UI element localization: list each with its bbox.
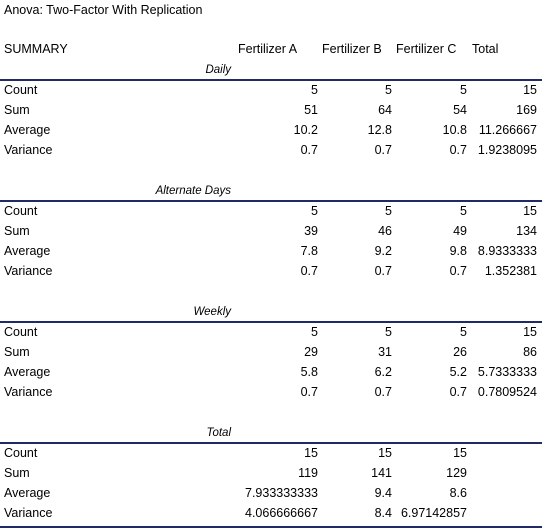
- section-label: Alternate Days: [155, 185, 231, 197]
- cell: 54: [453, 103, 467, 117]
- cell: 15: [523, 83, 537, 97]
- cell: 9.2: [374, 244, 392, 258]
- cell: 0.7: [374, 385, 392, 399]
- cell: 1.352381: [484, 264, 537, 278]
- cell: 10.2: [293, 123, 318, 137]
- cell: 9.4: [374, 486, 392, 500]
- cell: 29: [304, 345, 318, 359]
- row-label: Count: [4, 83, 38, 97]
- cell: 5.2: [449, 365, 467, 379]
- row-label: Average: [4, 244, 51, 258]
- row-label: Average: [4, 486, 51, 500]
- title: Anova: Two-Factor With Replication: [4, 3, 203, 17]
- rule: [0, 526, 542, 528]
- column-header: Fertilizer C: [396, 42, 457, 56]
- rule: [0, 442, 542, 444]
- cell: 64: [378, 103, 392, 117]
- cell: 134: [516, 224, 537, 238]
- row-label: Count: [4, 325, 38, 339]
- cell: 169: [516, 103, 537, 117]
- cell: 11.266667: [478, 123, 537, 137]
- cell: 1.9238095: [477, 143, 537, 157]
- cell: 12.8: [367, 123, 392, 137]
- cell: 129: [446, 466, 467, 480]
- cell: 31: [378, 345, 392, 359]
- cell: 6.97142857: [400, 506, 467, 520]
- rule: [0, 79, 542, 81]
- cell: 39: [304, 224, 318, 238]
- cell: 9.8: [449, 244, 467, 258]
- cell: 0.7: [300, 264, 318, 278]
- cell: 5: [311, 83, 318, 97]
- cell: 49: [453, 224, 467, 238]
- row-label: Variance: [4, 506, 53, 520]
- cell: 10.8: [442, 123, 467, 137]
- section-label: Daily: [205, 64, 231, 76]
- cell: 46: [378, 224, 392, 238]
- row-label: Variance: [4, 264, 53, 278]
- rule: [0, 321, 542, 323]
- row-label: Count: [4, 204, 38, 218]
- cell: 5: [460, 204, 467, 218]
- cell: 8.4: [374, 506, 392, 520]
- cell: 0.7: [449, 143, 467, 157]
- cell: 15: [304, 446, 318, 460]
- cell: 0.7: [374, 143, 392, 157]
- row-label: Variance: [4, 385, 53, 399]
- cell: 51: [304, 103, 318, 117]
- row-label: Count: [4, 446, 38, 460]
- cell: 0.7809524: [477, 385, 537, 399]
- cell: 0.7: [300, 385, 318, 399]
- row-label: Variance: [4, 143, 53, 157]
- summary-label: SUMMARY: [4, 42, 68, 56]
- cell: 141: [371, 466, 392, 480]
- cell: 4.066666667: [245, 506, 318, 520]
- cell: 0.7: [374, 264, 392, 278]
- cell: 6.2: [374, 365, 392, 379]
- cell: 0.7: [300, 143, 318, 157]
- cell: 5.7333333: [477, 365, 537, 379]
- cell: 5.8: [300, 365, 318, 379]
- section-label: Weekly: [193, 306, 232, 318]
- cell: 0.7: [449, 385, 467, 399]
- cell: 7.933333333: [245, 486, 318, 500]
- column-header: Fertilizer A: [238, 42, 298, 56]
- cell: 5: [385, 83, 392, 97]
- cell: 5: [385, 204, 392, 218]
- row-label: Average: [4, 365, 51, 379]
- row-label: Sum: [4, 103, 30, 117]
- cell: 5: [460, 83, 467, 97]
- column-header: Fertilizer B: [322, 42, 382, 56]
- row-label: Sum: [4, 224, 30, 238]
- cell: 5: [385, 325, 392, 339]
- section-label: Total: [206, 427, 231, 439]
- cell: 8.9333333: [477, 244, 537, 258]
- row-label: Average: [4, 123, 51, 137]
- cell: 15: [523, 204, 537, 218]
- cell: 26: [453, 345, 467, 359]
- cell: 15: [453, 446, 467, 460]
- cell: 86: [523, 345, 537, 359]
- row-label: Sum: [4, 345, 30, 359]
- rule: [0, 200, 542, 202]
- cell: 5: [311, 325, 318, 339]
- cell: 15: [523, 325, 537, 339]
- row-label: Sum: [4, 466, 30, 480]
- cell: 5: [460, 325, 467, 339]
- cell: 119: [298, 466, 318, 480]
- cell: 5: [311, 204, 318, 218]
- column-header: Total: [472, 42, 499, 56]
- cell: 8.6: [449, 486, 467, 500]
- cell: 15: [378, 446, 392, 460]
- cell: 0.7: [449, 264, 467, 278]
- cell: 7.8: [300, 244, 318, 258]
